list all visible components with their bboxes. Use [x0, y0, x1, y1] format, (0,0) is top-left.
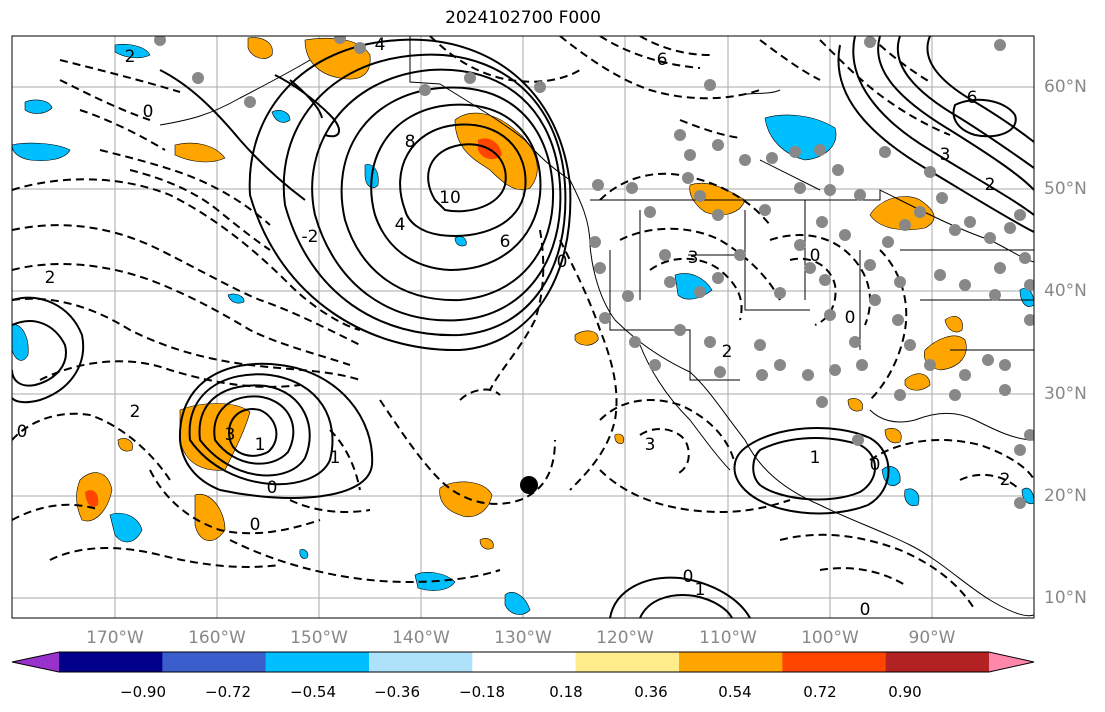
contour-label: 1	[330, 448, 341, 468]
lon-label: 170°W	[86, 628, 144, 648]
reference-point-marker	[520, 476, 538, 494]
contour-label: 2	[125, 47, 136, 67]
contour-label: 6	[967, 88, 978, 108]
contour-label: 0	[845, 308, 856, 328]
lat-label: 50°N	[1044, 179, 1087, 199]
lon-label: 100°W	[801, 628, 859, 648]
latitude-labels: 60°N 50°N 40°N 30°N 20°N 10°N	[1044, 77, 1087, 608]
map-title: 2024102700 F000	[445, 8, 601, 28]
colorbar-segment	[265, 652, 370, 672]
contour-label: 3	[225, 425, 236, 445]
colorbar-segment	[679, 652, 783, 672]
colorbar-outline	[11, 651, 1035, 673]
lat-label: 30°N	[1044, 384, 1087, 404]
contour-label: 3	[688, 248, 699, 268]
colorbar-tick-label: −0.54	[290, 683, 336, 701]
contour-labels: 4 6 2 0 8 10 4 6 0 3 3 0 0 2 2 0 3 1 1 0…	[17, 35, 1011, 620]
colorbar	[11, 651, 1035, 673]
contour-label: 2	[985, 175, 996, 195]
contour-label: 2	[1000, 470, 1011, 490]
solid-contours	[12, 36, 1034, 618]
lon-label: 130°W	[494, 628, 552, 648]
colorbar-tick-label: −0.36	[374, 683, 420, 701]
colorbar-segment	[885, 652, 990, 672]
lat-label: 40°N	[1044, 281, 1087, 301]
colorbar-segment	[59, 652, 163, 672]
lat-label: 10°N	[1044, 588, 1087, 608]
longitude-labels: 170°W 160°W 150°W 140°W 130°W 120°W 110°…	[86, 628, 956, 648]
contour-label: 0	[683, 567, 694, 587]
contour-label: 0	[267, 478, 278, 498]
colorbar-tick-label: 0.72	[803, 683, 836, 701]
lat-label: 60°N	[1044, 77, 1087, 97]
map-border	[11, 35, 1035, 619]
colorbar-tick-label: 0.18	[549, 683, 582, 701]
lat-label: 20°N	[1044, 486, 1087, 506]
colorbar-tick-label: −0.90	[120, 683, 166, 701]
lon-label: 90°W	[909, 628, 956, 648]
colorbar-segment	[575, 652, 680, 672]
contour-label: 2	[130, 402, 141, 422]
graticule	[12, 36, 1034, 618]
colorbar-extend-high	[989, 652, 1034, 672]
contour-label: 4	[395, 215, 406, 235]
contour-label: 2	[722, 342, 733, 362]
colorbar-tick-label: −0.18	[459, 683, 505, 701]
colorbar-extend-low	[12, 652, 59, 672]
contour-label: 4	[375, 35, 386, 55]
contour-label: 6	[500, 232, 511, 252]
contour-label: 3	[645, 435, 656, 455]
colorbar-segment	[472, 652, 577, 672]
contour-label: 0	[860, 600, 871, 620]
lon-label: 110°W	[699, 628, 757, 648]
contour-label: 10	[439, 188, 461, 208]
coastlines	[159, 36, 1034, 617]
contour-label: 1	[695, 580, 706, 600]
contour-label: 0	[17, 422, 28, 442]
station-dots	[154, 36, 1034, 509]
colorbar-tick-label: −0.72	[205, 683, 251, 701]
contour-label: 8	[405, 132, 416, 152]
contour-label: 1	[255, 435, 266, 455]
colorbar-tick-label: 0.36	[634, 683, 667, 701]
contour-label: -2	[302, 227, 319, 247]
colorbar-segment	[782, 652, 887, 672]
colorbar-segment	[162, 652, 267, 672]
lon-label: 120°W	[596, 628, 654, 648]
lon-label: 140°W	[392, 628, 450, 648]
contour-label: 3	[940, 145, 951, 165]
contour-label: 0	[870, 455, 881, 475]
colorbar-tick-label: 0.54	[718, 683, 751, 701]
contour-label: 0	[250, 515, 261, 535]
lon-label: 150°W	[290, 628, 348, 648]
contour-label: 1	[810, 448, 821, 468]
contour-label: 0	[557, 252, 568, 272]
lon-label: 160°W	[188, 628, 246, 648]
contour-label: 6	[657, 50, 668, 70]
colorbar-tick-label: 0.90	[888, 683, 921, 701]
contour-label: 2	[45, 268, 56, 288]
colorbar-tick-labels: −0.90 −0.72 −0.54 −0.36 −0.18 0.18 0.36 …	[120, 683, 922, 701]
contour-label: 0	[810, 246, 821, 266]
contour-label: 0	[143, 102, 154, 122]
colorbar-segment	[369, 652, 473, 672]
